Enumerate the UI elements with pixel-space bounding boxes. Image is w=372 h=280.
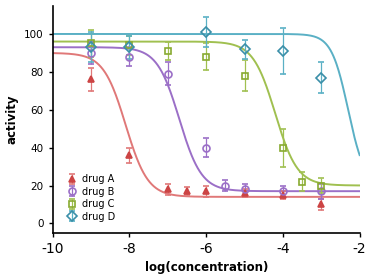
Legend: drug A, drug B, drug C, drug D: drug A, drug B, drug C, drug D bbox=[64, 172, 118, 223]
Y-axis label: activity: activity bbox=[6, 94, 19, 144]
X-axis label: log(concentration): log(concentration) bbox=[144, 262, 268, 274]
